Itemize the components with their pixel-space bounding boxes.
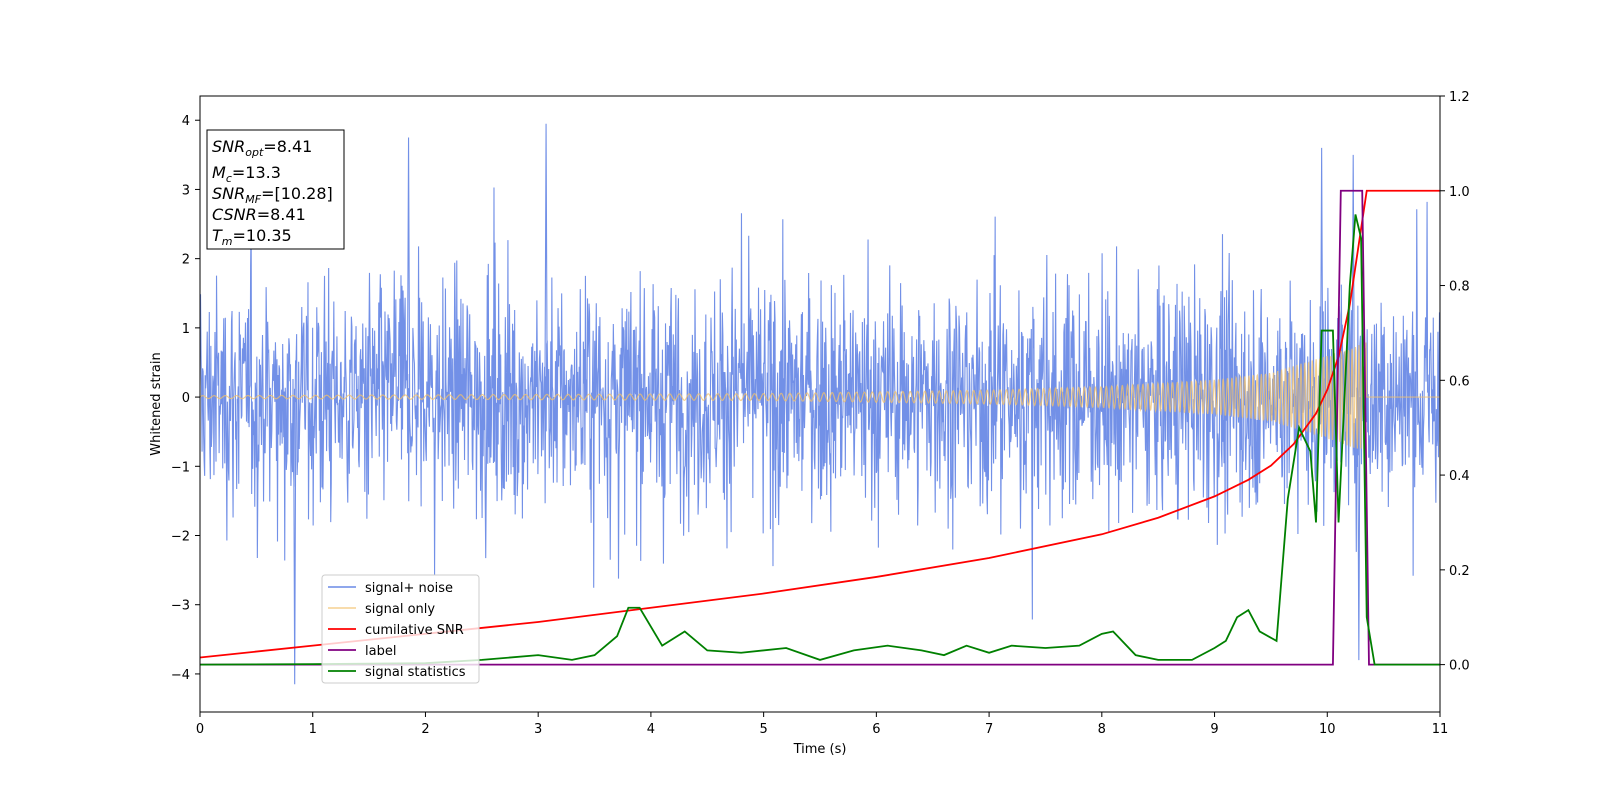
x-tick-label: 11	[1432, 722, 1449, 737]
chirp-trace	[200, 342, 1440, 450]
y2-tick-label: 0.4	[1449, 469, 1470, 484]
series-signal-only	[200, 342, 1440, 450]
y2-tick-label: 0.2	[1449, 564, 1470, 579]
info-line: SNRopt=8.41	[212, 137, 312, 159]
y2-tick-label: 0.6	[1449, 374, 1470, 389]
info-line: Mc=13.3	[212, 163, 281, 185]
plot-frame	[199, 95, 1441, 713]
series-signal-statistics	[200, 214, 1440, 666]
x-tick-label: 10	[1319, 722, 1336, 737]
y-tick-label: 4	[182, 114, 190, 129]
ticks-layer: 0 1 2 3 4 5 6 7 8 9 10 11 −4 −3 −2 −1 0 1 2 3 4 0.0 0.2 0.4 0.6 0…	[171, 90, 1470, 737]
y-tick-label: 2	[182, 253, 190, 268]
y-tick-label: −3	[171, 599, 190, 614]
y2-tick-label: 0.0	[1449, 659, 1470, 674]
legend-item: label	[328, 644, 396, 659]
x-tick-label: 5	[759, 722, 767, 737]
legend: signal+ noise signal only cumilative SNR la…	[321, 574, 480, 684]
y-tick-label: 3	[182, 183, 190, 198]
x-tick-label: 3	[534, 722, 542, 737]
series-layer	[200, 123, 1440, 685]
y2-tick-label: 0.8	[1449, 280, 1470, 295]
y2-tick-label: 1.2	[1449, 90, 1470, 105]
y-tick-label: −4	[171, 668, 190, 683]
legend-label: signal+ noise	[365, 581, 453, 596]
y-tick-label: −2	[171, 530, 190, 545]
info-line: CSNR=8.41	[212, 205, 306, 224]
x-tick-label: 4	[647, 722, 655, 737]
x-tick-label: 1	[309, 722, 317, 737]
legend-item: signal+ noise	[328, 581, 453, 596]
legend-label: signal statistics	[365, 665, 466, 680]
x-tick-label: 6	[872, 722, 880, 737]
info-box-frame	[206, 129, 345, 250]
x-tick-label: 0	[196, 722, 204, 737]
line-trace	[200, 214, 1440, 666]
y-axis-label: Whitened strain	[149, 352, 164, 455]
legend-label: label	[365, 644, 396, 659]
y-tick-label: 1	[182, 322, 190, 337]
x-tick-label: 9	[1210, 722, 1218, 737]
legend-item: cumilative SNR	[328, 623, 464, 638]
noise-trace	[200, 123, 1440, 685]
info-line: Tm=10.35	[212, 226, 292, 248]
series-cumilative-snr	[200, 189, 1440, 659]
y-tick-label: −1	[171, 460, 190, 475]
legend-label: signal only	[365, 602, 435, 617]
info-box: SNRopt=8.41 Mc=13.3SNRMF=[10.28]CSNR=8.41…	[206, 129, 345, 250]
legend-item: signal statistics	[328, 665, 466, 680]
x-tick-label: 7	[985, 722, 993, 737]
legend-item: signal only	[328, 602, 435, 617]
series-signal-noise	[200, 123, 1440, 685]
legend-frame	[321, 574, 480, 684]
legend-label: cumilative SNR	[365, 623, 464, 638]
x-tick-label: 2	[421, 722, 429, 737]
info-line: SNRMF=[10.28]	[212, 184, 333, 206]
line-trace	[200, 189, 1440, 659]
x-axis-label: Time (s)	[793, 742, 847, 757]
y2-tick-label: 1.0	[1449, 185, 1470, 200]
y-tick-label: 0	[182, 391, 190, 406]
x-tick-label: 8	[1098, 722, 1106, 737]
